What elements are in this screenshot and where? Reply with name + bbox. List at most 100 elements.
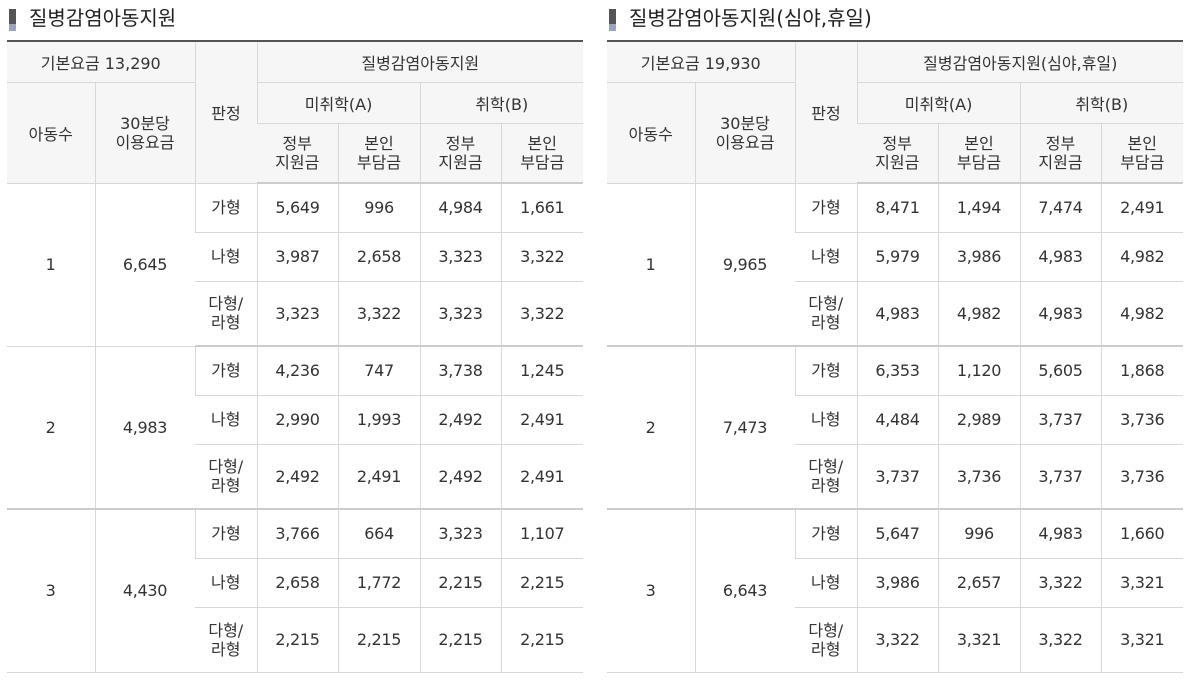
a-self-cell: 3,736 (937, 444, 1021, 510)
title-bullet-accent (9, 24, 16, 31)
a-gov-header: 정부 지원금 (257, 123, 339, 184)
grade-cell: 가형 (194, 509, 258, 559)
section-title-text: 질병감염아동지원 (29, 6, 177, 30)
base-fee: 기본요금 19,930 (607, 41, 796, 83)
section-title: 질병감염아동지원(심야,휴일) (607, 0, 1183, 40)
a-gov-header: 정부 지원금 (857, 123, 939, 184)
b-self-cell: 2,215 (500, 607, 584, 673)
school-header: 취학(B) (1019, 82, 1184, 124)
grade-cell: 다형/라형 (795, 607, 858, 673)
fee-30min: 9,965 (694, 183, 796, 347)
preschool-header: 미취학(A) (856, 82, 1021, 124)
a-self-header: 본인 부담금 (337, 123, 421, 184)
children-count: 2 (7, 346, 95, 510)
a-self-cell: 1,993 (337, 395, 421, 445)
b-self-cell: 3,322 (500, 281, 584, 347)
a-self-cell: 2,491 (337, 444, 421, 510)
a-self-cell: 3,321 (937, 607, 1021, 673)
children-count: 3 (7, 509, 95, 673)
b-gov-cell: 2,215 (419, 558, 502, 608)
b-gov-cell: 4,983 (1019, 281, 1102, 347)
a-gov-cell: 3,986 (856, 558, 939, 608)
b-gov-cell: 3,323 (419, 232, 502, 282)
grade-cell: 다형/라형 (195, 607, 258, 673)
b-gov-cell: 3,738 (419, 346, 502, 396)
grade-cell: 다형/라형 (195, 444, 258, 510)
a-self-cell: 2,215 (337, 607, 421, 673)
b-gov-cell: 3,322 (1019, 558, 1102, 608)
a-gov-cell: 2,215 (256, 607, 339, 673)
table-row: 다형/라형 2,492 2,491 2,492 2,491 (7, 444, 584, 510)
a-gov-cell: 5,979 (856, 232, 939, 282)
b-self-cell: 3,321 (1100, 558, 1184, 608)
table-row: 다형/라형 3,737 3,736 3,737 3,736 (607, 444, 1184, 510)
table-row: 나형 5,979 3,986 4,983 4,982 (607, 232, 1184, 282)
grade-cell: 가형 (194, 346, 258, 396)
grade-header: 판정 (194, 41, 258, 184)
title-bullet-icon (9, 9, 16, 31)
fee-30min: 4,430 (94, 509, 196, 673)
b-gov-cell: 3,737 (1019, 395, 1102, 445)
a-gov-cell: 4,236 (256, 346, 339, 396)
fee-30min: 4,983 (94, 346, 196, 510)
school-header: 취학(B) (419, 82, 584, 124)
table-row: 1 9,965 가형 8,471 1,494 7,474 2,491 (607, 183, 1184, 347)
support-type-header: 질병감염아동지원 (256, 41, 584, 83)
fee-table: 기본요금 19,930 판정 질병감염아동지원(심야,휴일) 아동수 30분당 이… (607, 40, 1184, 673)
b-gov-cell: 3,323 (419, 509, 502, 559)
a-gov-cell: 3,766 (256, 509, 339, 559)
title-bullet-icon (609, 9, 616, 31)
grade-cell: 가형 (194, 183, 258, 233)
a-gov-cell: 6,353 (856, 346, 939, 396)
b-self-cell: 1,868 (1100, 346, 1184, 396)
support-type-header: 질병감염아동지원(심야,휴일) (856, 41, 1184, 83)
table-row: 다형/라형 3,323 3,322 3,323 3,322 (7, 281, 584, 347)
a-gov-cell: 4,983 (856, 281, 939, 347)
table-row: 2 7,473 가형 6,353 1,120 5,605 1,868 (607, 346, 1184, 510)
fee-30min-header: 30분당 이용요금 (694, 82, 796, 184)
b-self-cell: 3,736 (1100, 395, 1184, 445)
a-gov-cell: 3,987 (256, 232, 339, 282)
table-row: 나형 2,990 1,993 2,492 2,491 (7, 395, 584, 445)
children-count: 1 (607, 183, 695, 347)
children-header: 아동수 (607, 82, 695, 184)
b-self-cell: 3,321 (1100, 607, 1184, 673)
section-title: 질병감염아동지원 (7, 0, 583, 40)
fee-30min-header: 30분당 이용요금 (94, 82, 196, 184)
a-self-cell: 1,772 (337, 558, 421, 608)
grade-cell: 다형/라형 (795, 444, 858, 510)
a-self-header: 본인 부담금 (937, 123, 1021, 184)
children-count: 2 (607, 346, 695, 510)
fee-30min: 6,643 (694, 509, 796, 673)
b-self-cell: 4,982 (1100, 232, 1184, 282)
a-gov-cell: 4,484 (856, 395, 939, 445)
grade-cell: 나형 (195, 558, 258, 608)
b-gov-cell: 2,215 (419, 607, 502, 673)
children-count: 3 (607, 509, 695, 673)
b-gov-cell: 2,492 (419, 444, 502, 510)
table-row: 다형/라형 3,322 3,321 3,322 3,321 (607, 607, 1184, 673)
b-self-cell: 3,736 (1100, 444, 1184, 510)
children-header: 아동수 (7, 82, 95, 184)
a-self-cell: 664 (337, 509, 421, 559)
table-row: 다형/라형 4,983 4,982 4,983 4,982 (607, 281, 1184, 347)
table-row: 나형 2,658 1,772 2,215 2,215 (7, 558, 584, 608)
b-self-cell: 2,491 (500, 395, 584, 445)
a-self-cell: 2,989 (937, 395, 1021, 445)
table-row: 나형 4,484 2,989 3,737 3,736 (607, 395, 1184, 445)
a-gov-cell: 5,649 (256, 183, 339, 233)
table-row: 나형 3,987 2,658 3,323 3,322 (7, 232, 584, 282)
b-gov-cell: 3,322 (1019, 607, 1102, 673)
b-gov-header: 정부 지원금 (1019, 123, 1102, 184)
b-self-cell: 2,215 (500, 558, 584, 608)
table-row: 다형/라형 2,215 2,215 2,215 2,215 (7, 607, 584, 673)
a-self-cell: 2,658 (337, 232, 421, 282)
a-self-cell: 3,986 (937, 232, 1021, 282)
a-gov-cell: 2,492 (256, 444, 339, 510)
a-self-cell: 747 (337, 346, 421, 396)
b-gov-cell: 3,737 (1019, 444, 1102, 510)
a-gov-cell: 2,658 (256, 558, 339, 608)
grade-cell: 다형/라형 (795, 281, 858, 347)
b-self-cell: 1,660 (1100, 509, 1184, 559)
base-fee: 기본요금 13,290 (7, 41, 196, 83)
